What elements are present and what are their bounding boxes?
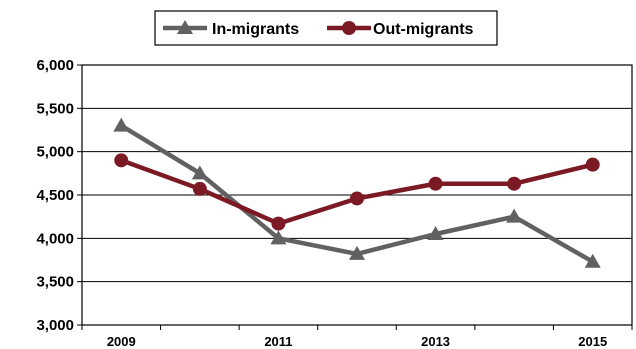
x-tick-label: 2009 <box>107 334 136 349</box>
y-tick-label: 4,500 <box>36 187 74 204</box>
data-point-marker <box>428 176 443 191</box>
data-point-marker <box>271 216 286 231</box>
legend-box <box>154 10 498 46</box>
x-tick-label: 2015 <box>578 334 607 349</box>
axis-layer: 3,000 3,500 4,000 4,500 5,000 5,500 6,000 2009 2… <box>36 57 633 349</box>
data-point-marker <box>192 181 207 196</box>
x-tick-label: 2013 <box>421 334 450 349</box>
data-point-marker <box>191 165 208 180</box>
series-layer <box>113 117 601 268</box>
y-tick-label: 5,000 <box>36 144 74 161</box>
data-point-marker <box>114 153 129 168</box>
data-point-marker <box>113 117 130 132</box>
data-point-marker <box>584 253 601 268</box>
data-point-marker <box>350 191 364 206</box>
y-tick-label: 4,000 <box>36 230 74 247</box>
y-tick-label: 5,500 <box>36 100 74 117</box>
data-point-marker <box>427 226 444 240</box>
data-point-marker <box>349 245 365 260</box>
x-tick-label: 2011 <box>264 334 292 349</box>
y-tick-label: 3,000 <box>36 317 74 334</box>
data-point-marker <box>585 157 600 172</box>
legend-label: Out-migrants <box>373 21 474 38</box>
legend-swatch-marker <box>342 21 356 35</box>
data-point-marker <box>270 230 287 245</box>
legend: In-migrants Out-migrants <box>154 10 498 46</box>
y-tick-label: 6,000 <box>36 57 74 74</box>
legend-label: In-migrants <box>212 21 299 38</box>
legend-swatch-marker <box>177 20 193 34</box>
y-tick-label: 3,500 <box>36 274 74 291</box>
data-point-marker <box>507 176 522 191</box>
data-point-marker <box>506 208 523 223</box>
